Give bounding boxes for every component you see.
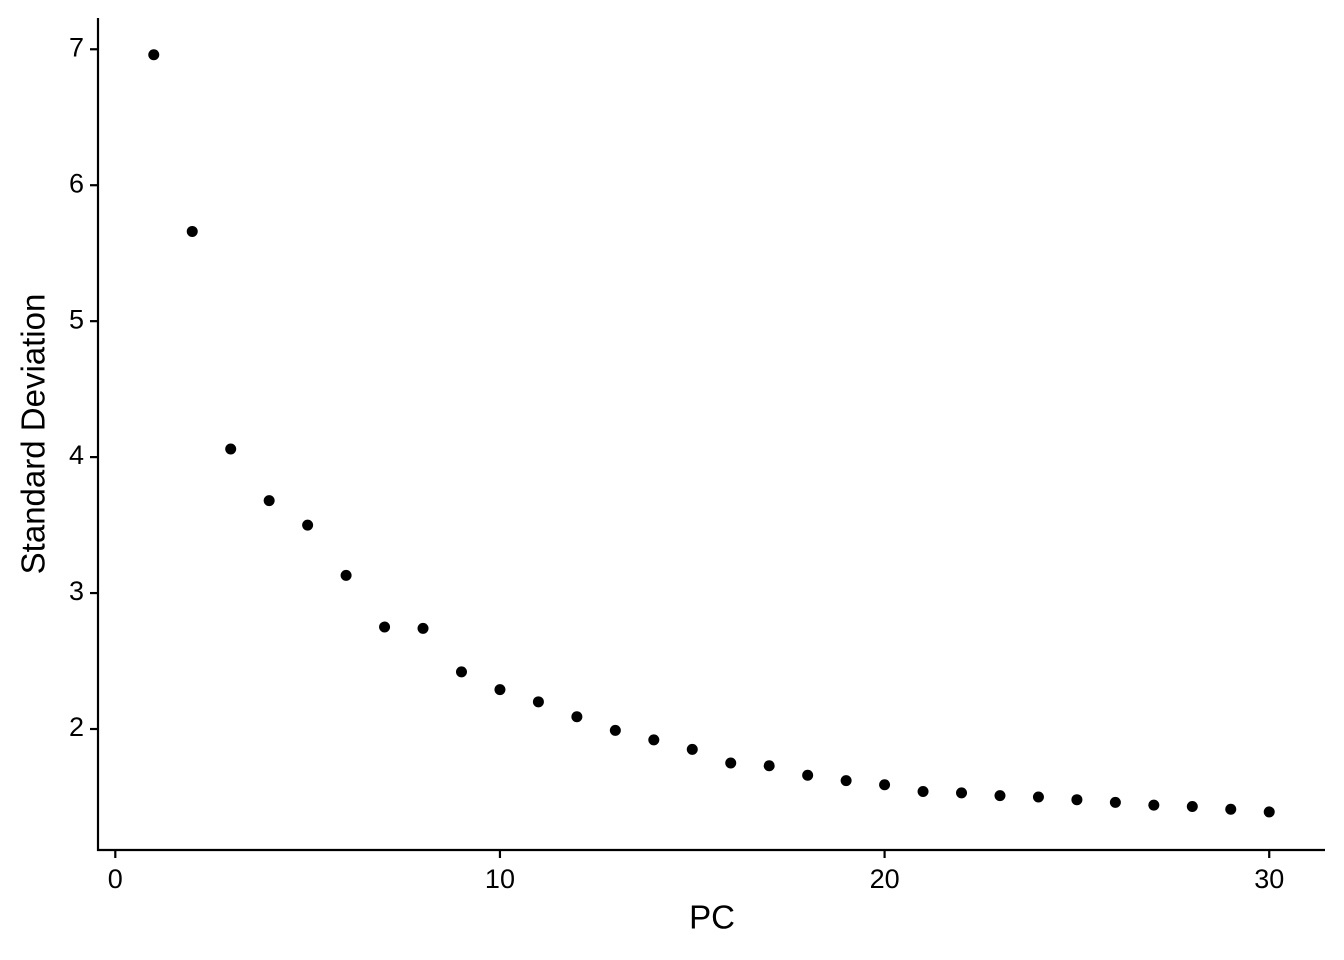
x-tick-label: 0 [108, 864, 123, 894]
point [494, 684, 506, 696]
x-tick-label: 10 [485, 864, 515, 894]
y-tick-label: 7 [69, 32, 84, 62]
point [725, 757, 737, 769]
point [802, 769, 814, 781]
point [532, 696, 544, 708]
y-tick-label: 5 [69, 304, 84, 334]
point [763, 760, 775, 772]
point [879, 779, 891, 791]
point [648, 734, 660, 746]
point [1263, 806, 1275, 818]
point [263, 495, 275, 507]
y-axis-title: Standard Deviation [15, 294, 52, 575]
point [1148, 799, 1160, 811]
point [840, 775, 852, 787]
point [994, 790, 1006, 802]
y-tick-label: 3 [69, 576, 84, 606]
point [571, 711, 583, 723]
point [1071, 794, 1083, 806]
point [956, 787, 968, 799]
point [186, 225, 198, 237]
point [609, 724, 621, 736]
point [1032, 791, 1044, 803]
point [225, 443, 237, 455]
point [1225, 803, 1237, 815]
point [455, 666, 467, 678]
y-tick-label: 6 [69, 168, 84, 198]
y-tick-label: 4 [69, 440, 84, 470]
point [417, 622, 429, 634]
point [340, 569, 352, 581]
point [686, 743, 698, 755]
point [302, 519, 314, 531]
point [917, 786, 929, 798]
point [379, 621, 391, 633]
point [1186, 800, 1198, 812]
x-tick-label: 30 [1254, 864, 1284, 894]
point [1109, 796, 1121, 808]
x-tick-label: 20 [870, 864, 900, 894]
y-tick-label: 2 [69, 712, 84, 742]
x-axis-title: PC [689, 899, 735, 936]
point [148, 49, 160, 61]
